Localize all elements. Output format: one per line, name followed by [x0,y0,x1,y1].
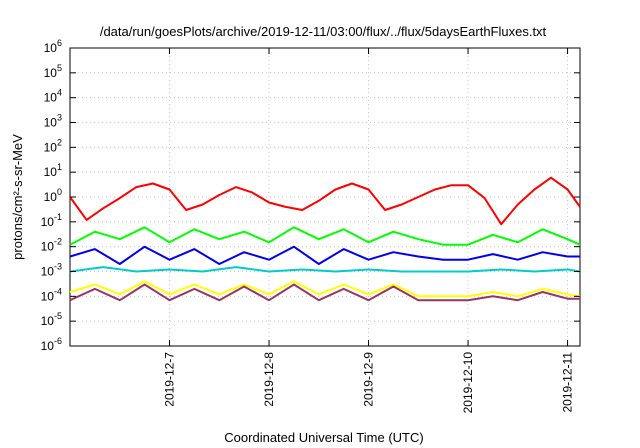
y-axis-title: protons/cm²-s-sr-MeV [10,134,25,260]
x-tick-label: 2019-12-11 [561,352,575,413]
y-tick-exponent: 6 [57,38,62,48]
y-tick-exponent: -3 [54,262,62,272]
y-tick-exponent: -2 [54,237,62,247]
y-tick-label: 100 [44,187,62,204]
y-tick-base: 10 [44,66,58,80]
y-tick-exponent: -5 [54,311,62,321]
y-tick-exponent: 1 [57,162,62,172]
y-tick-label: 10-1 [41,212,62,229]
y-tick-base: 10 [44,190,58,204]
y-tick-base: 10 [41,289,55,303]
y-tick-label: 10-5 [41,311,62,328]
y-ticks: 10-610-510-410-310-210-11001011021031041… [41,38,580,353]
y-tick-exponent: 3 [57,113,62,123]
y-tick-label: 10-2 [41,237,62,254]
y-tick-label: 102 [44,137,62,154]
x-tick-label: 2019-12-8 [262,352,276,407]
series-line-2 [69,245,580,265]
y-tick-label: 104 [44,88,62,105]
y-tick-exponent: -4 [54,286,62,296]
y-tick-exponent: 2 [57,137,62,147]
y-tick-label: 103 [44,113,62,130]
y-tick-base: 10 [41,314,55,328]
y-tick-base: 10 [44,165,58,179]
x-tick-label: 2019-12-7 [163,352,177,407]
series-line-4 [69,280,581,298]
y-tick-base: 10 [44,140,58,154]
x-ticks: 2019-12-7 2019-12-8 2019-12-9 2019-12-10 201… [163,48,575,413]
series-line-1 [69,226,581,246]
y-tick-base: 10 [44,41,58,55]
y-tick-label: 10-4 [41,286,62,303]
series-lines [69,176,581,302]
chart-title: /data/run/goesPlots/archive/2019-12-11/0… [100,24,547,39]
x-tick-label: 2019-12-10 [461,352,475,414]
x-axis-title: Coordinated Universal Time (UTC) [224,430,423,445]
y-tick-exponent: 4 [57,88,62,98]
y-tick-base: 10 [41,339,55,353]
series-line-0 [69,176,581,226]
y-tick-label: 10-6 [41,336,62,353]
y-tick-base: 10 [41,240,55,254]
y-tick-base: 10 [41,215,55,229]
y-tick-exponent: 0 [57,187,62,197]
y-tick-exponent: -6 [54,336,62,346]
y-tick-label: 106 [44,38,62,55]
y-tick-base: 10 [41,265,55,279]
y-tick-exponent: 5 [57,63,62,73]
y-tick-label: 101 [44,162,62,179]
y-tick-exponent: -1 [54,212,62,222]
series-line-3 [69,266,581,273]
y-tick-label: 105 [44,63,62,80]
y-tick-base: 10 [44,116,58,130]
x-tick-label: 2019-12-9 [362,352,376,407]
series-line-5 [69,283,580,302]
y-tick-label: 10-3 [41,262,62,279]
y-tick-base: 10 [44,91,58,105]
